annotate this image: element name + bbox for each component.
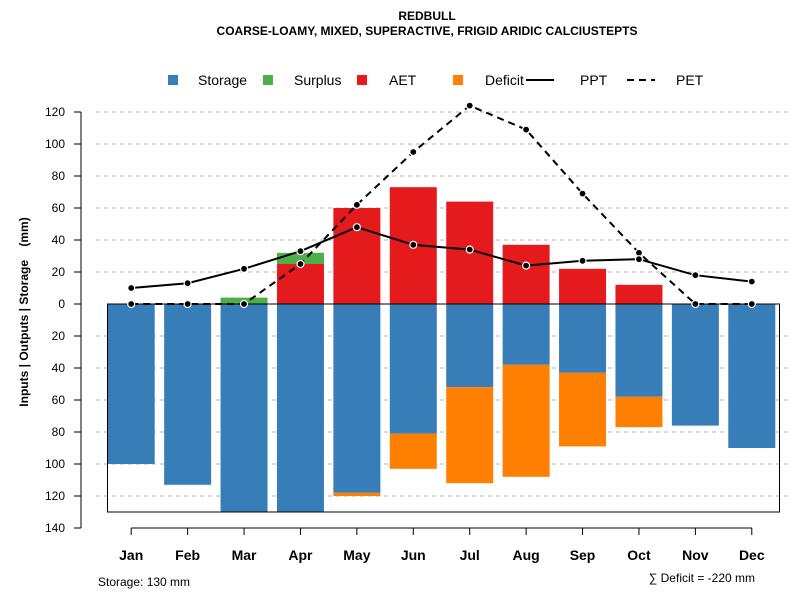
legend-label-ppt: PPT bbox=[580, 72, 608, 88]
storage-bar-jun bbox=[389, 304, 437, 434]
ppt-point-feb bbox=[183, 279, 192, 288]
chart-title: REDBULL bbox=[398, 9, 455, 23]
pet-point-mar bbox=[239, 299, 249, 309]
legend-label-surplus: Surplus bbox=[294, 72, 341, 88]
y-tick-label: 120 bbox=[45, 489, 65, 503]
ppt-point-nov bbox=[691, 271, 700, 280]
legend-swatch-surplus bbox=[263, 75, 273, 85]
aet-bar-oct bbox=[615, 284, 663, 304]
legend-swatch-deficit bbox=[453, 75, 463, 85]
legend-label-deficit: Deficit bbox=[485, 72, 524, 88]
lines-layer bbox=[127, 101, 756, 309]
y-tick-label: 0 bbox=[58, 297, 65, 311]
storage-bar-oct bbox=[615, 304, 663, 397]
y-tick-label: 80 bbox=[52, 169, 66, 183]
x-tick-label-dec: Dec bbox=[739, 547, 765, 563]
x-tick-label-jan: Jan bbox=[119, 547, 143, 563]
pet-point-sep bbox=[578, 189, 587, 198]
ppt-point-apr bbox=[296, 247, 305, 256]
surplus-bar-apr bbox=[276, 252, 324, 264]
x-tick-label-oct: Oct bbox=[627, 547, 651, 563]
legend-label-pet: PET bbox=[676, 72, 704, 88]
x-tick-label-may: May bbox=[343, 547, 370, 563]
deficit-bar-may bbox=[333, 492, 381, 496]
deficit-bar-jun bbox=[389, 433, 437, 469]
storage-bar-sep bbox=[559, 304, 607, 373]
aet-bar-apr bbox=[276, 264, 324, 304]
storage-bar-aug bbox=[502, 304, 550, 365]
storage-bar-jan bbox=[107, 304, 155, 464]
x-axis: Jan Feb Mar Apr May Jun Jul Aug Sep Oct Nov Dec bbox=[119, 527, 765, 563]
x-tick-label-mar: Mar bbox=[232, 547, 257, 563]
legend-swatch-aet bbox=[357, 75, 367, 85]
y-tick-label: 120 bbox=[45, 105, 65, 119]
x-tick-label-jun: Jun bbox=[401, 547, 426, 563]
ppt-point-mar bbox=[239, 264, 249, 273]
pet-point-jan bbox=[127, 299, 136, 309]
pet-point-feb bbox=[183, 299, 192, 309]
chart-subtitle: COARSE-LOAMY, MIXED, SUPERACTIVE, FRIGID… bbox=[217, 24, 638, 38]
storage-bar-mar bbox=[220, 304, 268, 512]
pet-point-jun bbox=[409, 147, 418, 157]
y-tick-label: 100 bbox=[45, 457, 65, 471]
legend-label-aet: AET bbox=[389, 72, 417, 88]
y-tick-label: 60 bbox=[52, 393, 66, 407]
x-tick-label-jul: Jul bbox=[460, 547, 480, 563]
ppt-point-jan bbox=[127, 283, 136, 293]
aet-bar-may bbox=[333, 208, 381, 304]
x-tick-label-apr: Apr bbox=[288, 547, 313, 563]
pet-point-aug bbox=[522, 125, 531, 134]
x-tick-label-feb: Feb bbox=[175, 547, 200, 563]
deficit-bar-oct bbox=[615, 396, 663, 428]
y-tick-label: 40 bbox=[52, 361, 66, 375]
y-tick-label: 40 bbox=[52, 233, 66, 247]
deficit-bar-jul bbox=[446, 387, 494, 484]
pet-point-nov bbox=[691, 299, 700, 309]
y-tick-label: 100 bbox=[45, 137, 65, 151]
gridlines bbox=[96, 111, 790, 497]
storage-bar-nov bbox=[671, 304, 719, 426]
y-tick-label: 20 bbox=[52, 265, 66, 279]
ppt-point-oct bbox=[634, 255, 644, 264]
bars-layer bbox=[107, 187, 776, 512]
storage-note: Storage: 130 mm bbox=[98, 575, 190, 589]
ppt-line bbox=[131, 226, 752, 289]
storage-bar-feb bbox=[164, 304, 212, 485]
aet-bar-sep bbox=[559, 268, 607, 304]
deficit-bar-aug bbox=[502, 364, 550, 477]
ppt-point-may bbox=[352, 223, 361, 232]
ppt-point-jun bbox=[409, 240, 418, 249]
pet-point-apr bbox=[296, 259, 305, 269]
ppt-point-jul bbox=[465, 245, 474, 254]
legend: Storage Surplus AET Deficit PPT PET bbox=[168, 72, 704, 88]
ppt-point-sep bbox=[578, 256, 587, 265]
pet-point-jul bbox=[465, 101, 474, 110]
y-tick-label: 20 bbox=[52, 329, 66, 343]
y-tick-label: 60 bbox=[52, 201, 66, 215]
y-tick-label: 140 bbox=[45, 521, 65, 535]
storage-bar-apr bbox=[276, 304, 324, 512]
x-tick-label-sep: Sep bbox=[570, 547, 596, 563]
storage-bar-dec bbox=[728, 304, 776, 448]
legend-swatch-storage bbox=[168, 75, 178, 85]
x-tick-label-aug: Aug bbox=[513, 547, 540, 563]
y-axis: 120 100 80 60 40 20 0 20 40 60 80 100 120 140 bbox=[45, 105, 82, 535]
ppt-point-dec bbox=[747, 277, 756, 286]
x-tick-label-nov: Nov bbox=[682, 547, 709, 563]
pet-point-dec bbox=[747, 299, 756, 309]
y-tick-label: 80 bbox=[52, 425, 66, 439]
legend-label-storage: Storage bbox=[198, 72, 247, 88]
storage-bar-may bbox=[333, 304, 381, 493]
deficit-bar-sep bbox=[559, 372, 607, 447]
ppt-point-aug bbox=[522, 261, 531, 270]
y-axis-label: Inputs | Outputs | Storage (mm) bbox=[17, 217, 31, 406]
deficit-note: ∑ Deficit = -220 mm bbox=[649, 571, 755, 585]
storage-bar-jul bbox=[446, 304, 494, 388]
pet-line bbox=[131, 104, 752, 305]
pet-point-may bbox=[352, 200, 361, 209]
aet-bar-aug bbox=[502, 244, 550, 304]
